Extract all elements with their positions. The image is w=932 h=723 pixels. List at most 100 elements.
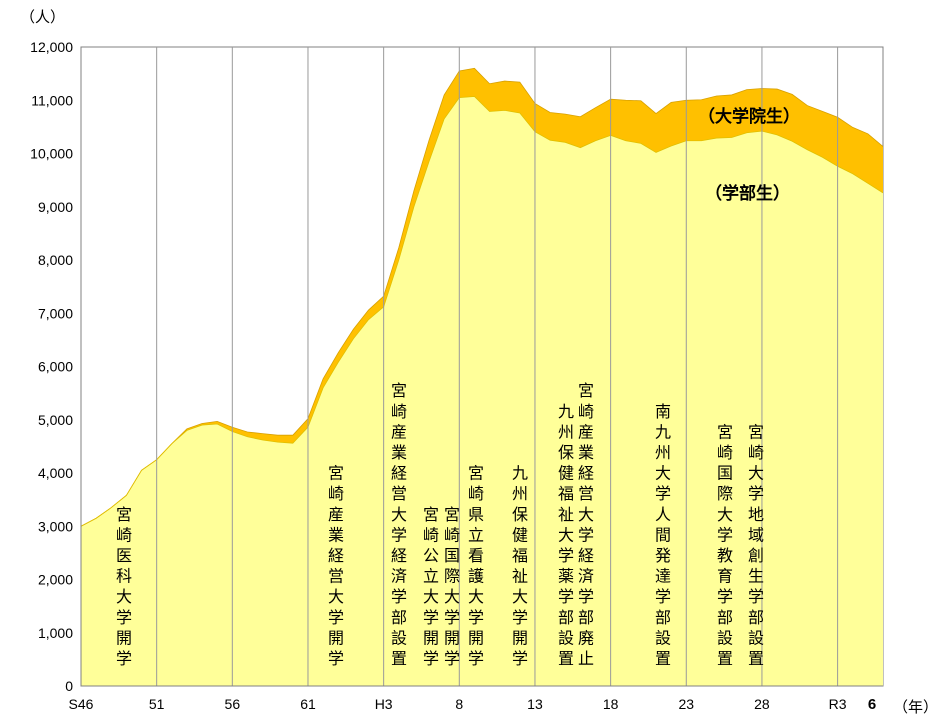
annotation-char: 設 xyxy=(655,628,671,647)
annotation-char: 学 xyxy=(717,587,733,606)
annotation-char: 止 xyxy=(578,649,594,668)
annotation-char: 教 xyxy=(717,546,733,565)
annotation-char: 学 xyxy=(748,587,764,606)
annotation-char: 学 xyxy=(512,608,528,627)
annotation-label: 宮崎産業経営大学経済学部廃止 xyxy=(578,381,594,668)
annotation-label: 宮崎国際大学教育学部設置 xyxy=(717,422,733,668)
annotation-char: 崎 xyxy=(116,525,132,544)
annotation-char: 営 xyxy=(328,567,344,586)
annotation-char: 生 xyxy=(748,567,764,586)
annotation-char: 際 xyxy=(717,484,733,503)
annotation-char: 営 xyxy=(578,484,594,503)
annotation-char: 学 xyxy=(578,525,594,544)
annotation-char: 看 xyxy=(468,546,484,565)
annotation-char: 州 xyxy=(655,443,671,462)
x-tick-label: 8 xyxy=(455,696,463,712)
annotation-char: 業 xyxy=(578,443,594,462)
annotation-char: 営 xyxy=(391,484,407,503)
annotation-char: 学 xyxy=(558,546,574,565)
annotation-label: 宮崎産業経営大学経済学部設置 xyxy=(391,381,407,668)
annotation-char: 開 xyxy=(444,628,460,647)
plot-area: 0 1,000 2,000 3,000 4,000 5,000 6,000 7,000 8,00… xyxy=(30,39,884,713)
annotation-char: 学 xyxy=(468,608,484,627)
annotation-char: 経 xyxy=(578,464,594,483)
annotation-char: 部 xyxy=(391,608,407,627)
y-tick-label: 4,000 xyxy=(38,465,73,481)
annotation-char: 宮 xyxy=(423,505,439,524)
annotation-char: 祉 xyxy=(512,567,528,586)
annotation-char: 崎 xyxy=(717,443,733,462)
annotation-char: 置 xyxy=(748,649,764,668)
annotation-label: 宮崎産業経営大学開学 xyxy=(328,464,344,668)
annotation-char: 産 xyxy=(391,422,407,441)
annotation-char: 学 xyxy=(748,484,764,503)
annotation-char: 宮 xyxy=(468,464,484,483)
annotation-char: 宮 xyxy=(748,422,764,441)
annotation-char: 南 xyxy=(655,402,671,421)
annotation-char: 産 xyxy=(578,422,594,441)
annotation-char: 宮 xyxy=(328,464,344,483)
annotation-char: 大 xyxy=(423,587,439,606)
annotation-char: 国 xyxy=(717,464,733,483)
annotation-label: 宮崎公立大学開学 xyxy=(423,505,439,668)
annotation-char: 産 xyxy=(328,505,344,524)
x-tick-label: 23 xyxy=(678,696,694,712)
annotation-char: 学 xyxy=(558,587,574,606)
series-label-undergraduate: （学部生） xyxy=(705,183,790,204)
annotation-char: 設 xyxy=(391,628,407,647)
annotation-char: 設 xyxy=(748,628,764,647)
annotation-char: 護 xyxy=(468,567,484,586)
annotation-char: 州 xyxy=(558,422,574,441)
annotation-char: 経 xyxy=(391,546,407,565)
annotation-char: 州 xyxy=(512,484,528,503)
y-tick-label: 0 xyxy=(65,678,73,694)
annotation-label: 九州保健福祉大学開学 xyxy=(512,464,528,668)
annotation-char: 大 xyxy=(116,587,132,606)
annotation-char: 大 xyxy=(328,587,344,606)
annotation-char: 部 xyxy=(748,608,764,627)
annotation-label: 宮崎県立看護大学開学 xyxy=(468,464,484,668)
annotation-char: 業 xyxy=(391,443,407,462)
annotation-label: 宮崎国際大学開学 xyxy=(444,505,460,668)
annotation-char: 宮 xyxy=(116,505,132,524)
annotation-char: 発 xyxy=(655,546,671,565)
annotation-char: 設 xyxy=(717,628,733,647)
annotation-char: 開 xyxy=(328,628,344,647)
annotation-char: 大 xyxy=(468,587,484,606)
annotation-char: 学 xyxy=(391,587,407,606)
x-tick-label: 61 xyxy=(300,696,316,712)
annotation-char: 崎 xyxy=(328,484,344,503)
x-tick-label: 6 xyxy=(868,696,876,713)
annotation-char: 部 xyxy=(655,608,671,627)
annotation-char: 薬 xyxy=(558,567,574,586)
annotation-char: 大 xyxy=(748,464,764,483)
annotation-char: 達 xyxy=(655,567,671,586)
annotation-char: 大 xyxy=(558,525,574,544)
annotation-label: 宮崎医科大学開学 xyxy=(116,505,132,668)
annotation-char: 大 xyxy=(512,587,528,606)
annotation-char: 廃 xyxy=(578,628,594,647)
y-tick-label: 3,000 xyxy=(38,518,73,534)
annotation-char: 人 xyxy=(655,505,671,524)
annotation-char: 崎 xyxy=(444,525,460,544)
annotation-char: 業 xyxy=(328,525,344,544)
annotation-char: 置 xyxy=(391,649,407,668)
x-tick-label: H3 xyxy=(375,696,393,712)
annotation-char: 崎 xyxy=(423,525,439,544)
annotation-char: 福 xyxy=(558,484,574,503)
annotation-char: 部 xyxy=(717,608,733,627)
annotation-char: 立 xyxy=(423,567,439,586)
annotation-char: 済 xyxy=(391,567,407,586)
annotation-char: 経 xyxy=(328,546,344,565)
line-undergraduate xyxy=(80,96,884,527)
x-tick-label: S46 xyxy=(69,696,94,712)
y-tick-label: 2,000 xyxy=(38,572,73,588)
annotation-char: 県 xyxy=(468,505,484,524)
area-undergraduate-students xyxy=(81,96,883,686)
annotation-char: 崎 xyxy=(468,484,484,503)
y-axis-unit-label: （人） xyxy=(20,8,65,26)
annotation-char: 間 xyxy=(655,525,671,544)
annotation-char: 学 xyxy=(423,649,439,668)
annotation-char: 宮 xyxy=(717,422,733,441)
annotation-char: 学 xyxy=(444,608,460,627)
